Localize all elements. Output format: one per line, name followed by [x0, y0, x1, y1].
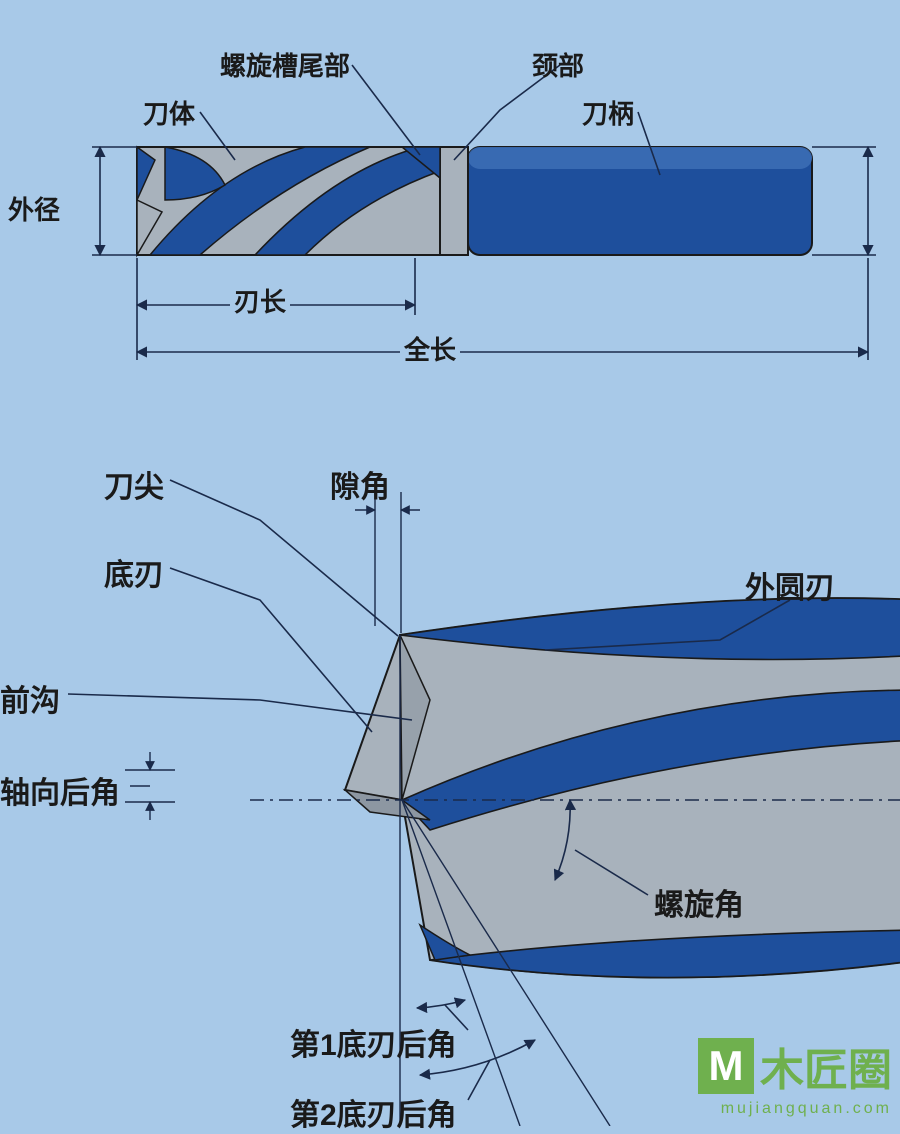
watermark-text: 木匠圈 — [760, 1034, 892, 1098]
label-gap-angle: 隙角 — [330, 462, 390, 506]
label-cut-len: 刃长 — [230, 282, 290, 319]
label-body: 刀体 — [143, 94, 195, 131]
label-flute-tail: 螺旋槽尾部 — [220, 46, 350, 83]
label-tip: 刀尖 — [104, 462, 164, 506]
label-second-relief: 第2底刃后角 — [290, 1090, 457, 1134]
watermark-url: mujiangquan.com — [721, 1100, 892, 1118]
dim-diameter — [92, 147, 137, 255]
label-helix-angle: 螺旋角 — [654, 880, 744, 924]
bottom-tip-drawing — [345, 598, 900, 977]
watermark-icon: M — [698, 1038, 754, 1094]
label-dia: 外径 — [8, 190, 60, 227]
top-endmill-drawing — [137, 147, 812, 255]
label-neck: 颈部 — [532, 46, 584, 83]
label-outer-edge: 外圆刃 — [745, 563, 835, 607]
label-first-relief: 第1底刃后角 — [290, 1020, 457, 1064]
label-axial-relief: 轴向后角 — [0, 768, 120, 812]
dim-shank-right — [812, 147, 876, 255]
watermark: M 木匠圈 — [698, 1034, 892, 1098]
label-full-len: 全长 — [400, 330, 460, 367]
label-bottom-edge: 底刃 — [104, 550, 164, 594]
label-front-groove: 前沟 — [0, 676, 60, 720]
label-shank: 刀柄 — [582, 94, 634, 131]
